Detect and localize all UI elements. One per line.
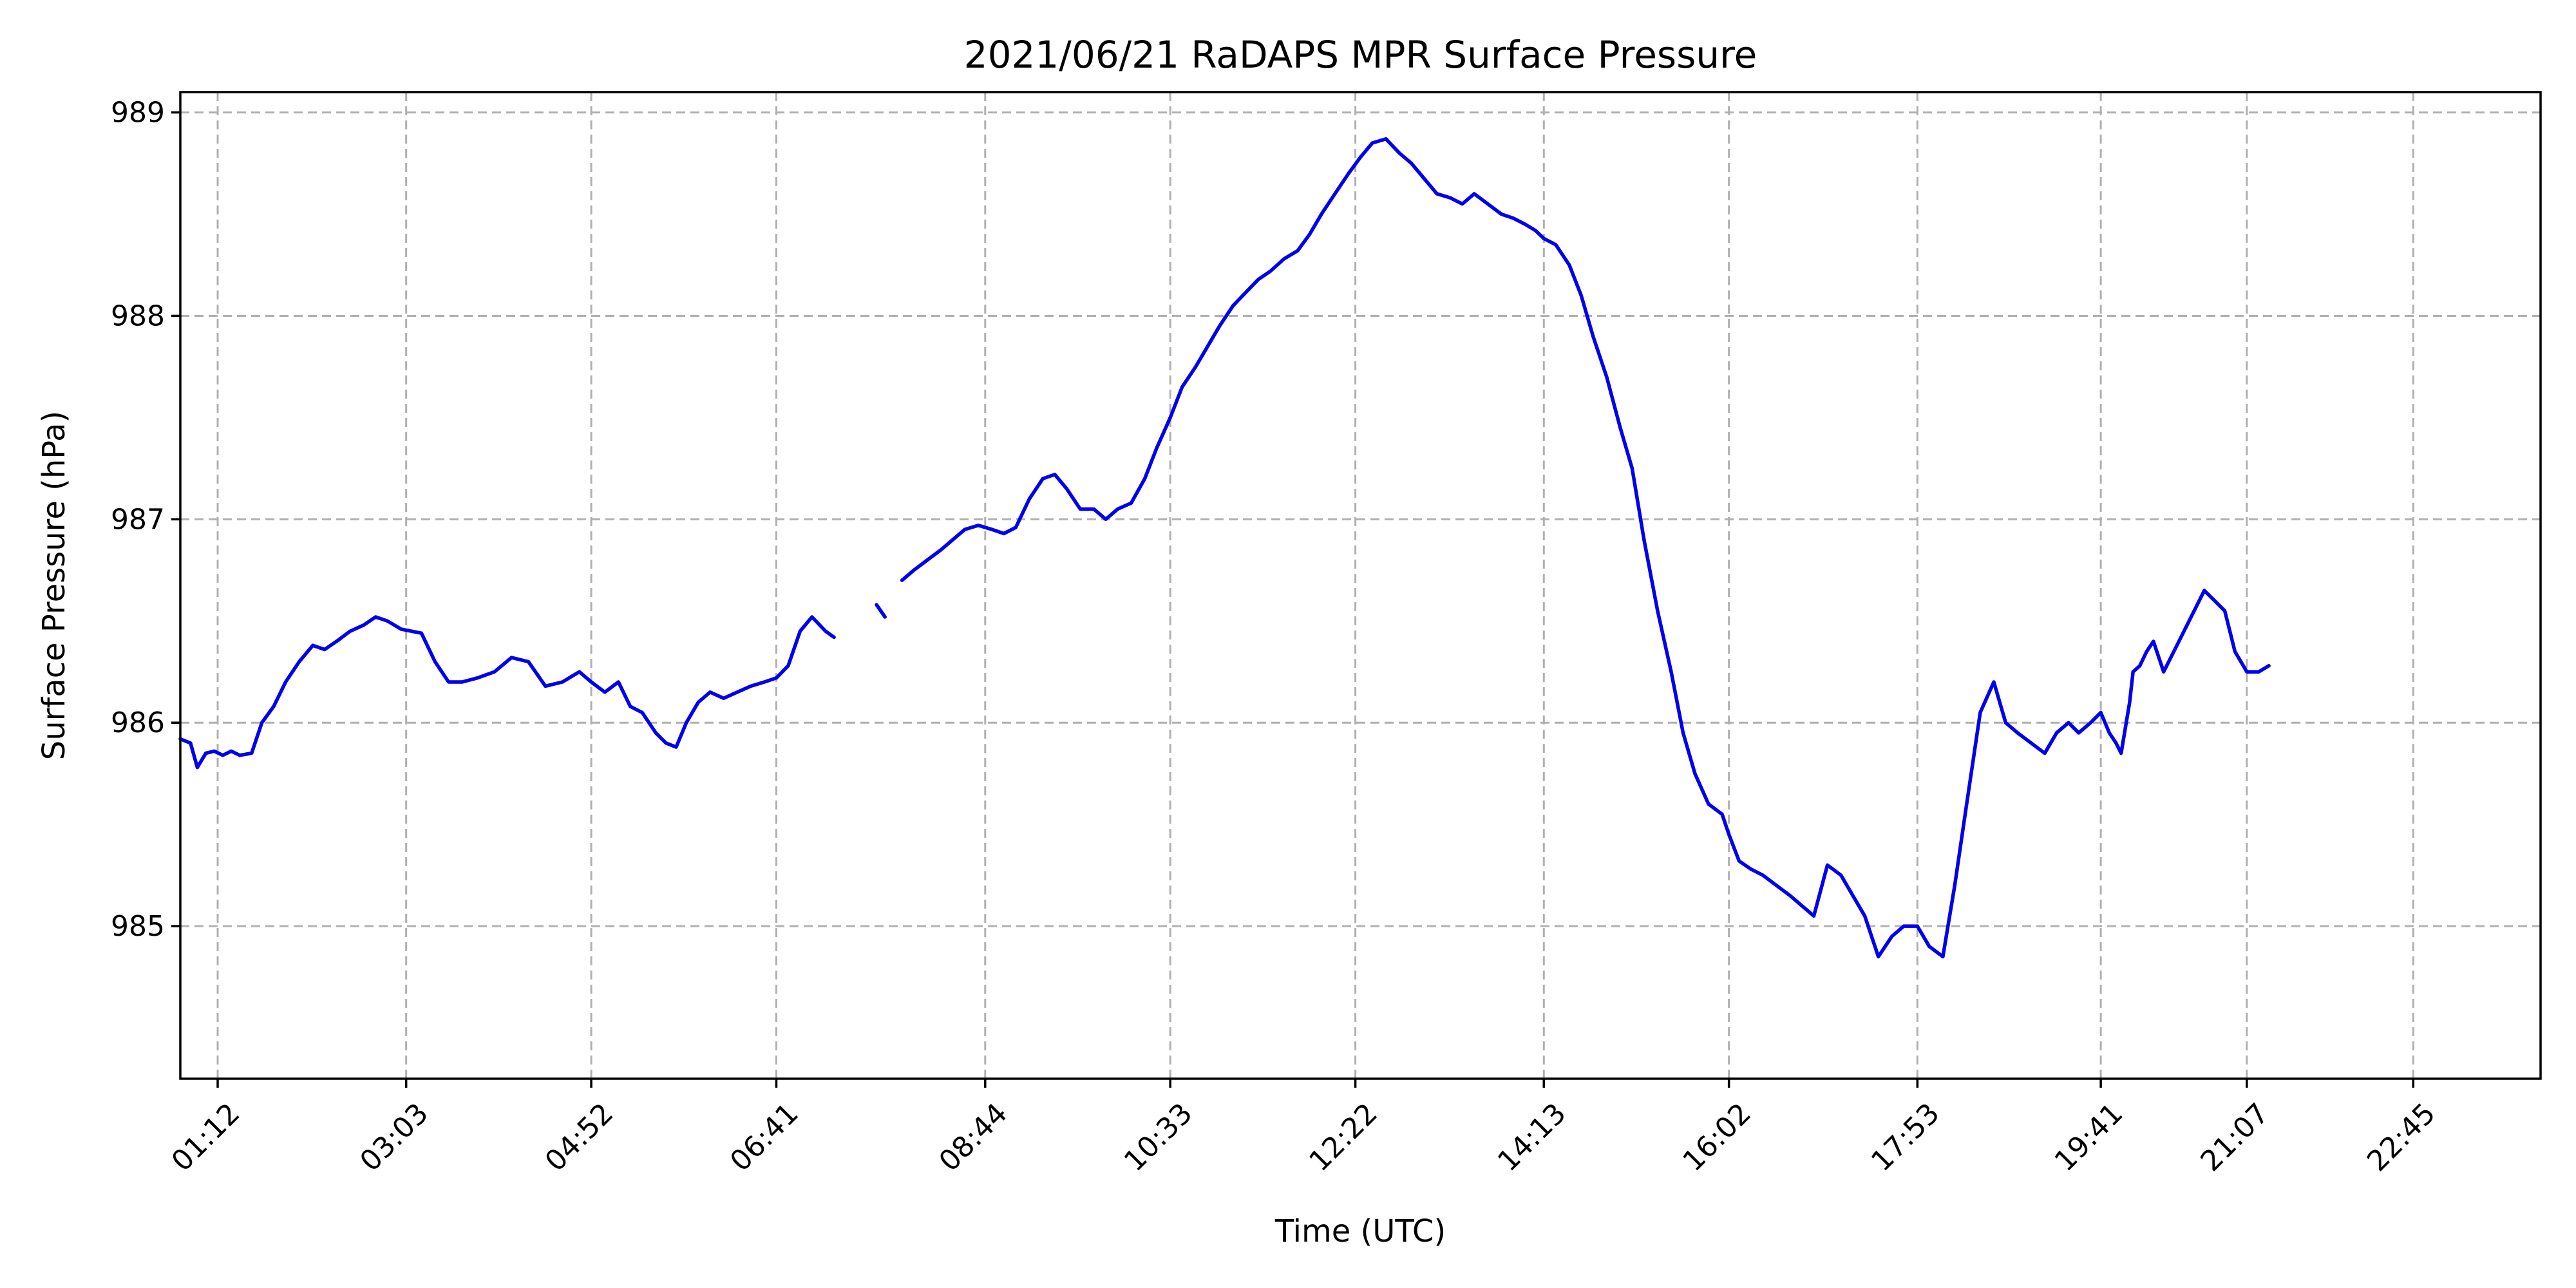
series-line-segment	[900, 137, 2271, 959]
x-tick-label: 22:45	[2361, 1097, 2442, 1178]
x-tick-label: 19:41	[2049, 1097, 2130, 1178]
x-tick-label: 21:07	[2195, 1097, 2276, 1178]
x-tick-label: 06:41	[724, 1097, 805, 1178]
x-tick-label: 03:03	[354, 1097, 435, 1178]
plot-frame	[179, 91, 2542, 1080]
x-tick-label: 01:12	[166, 1097, 247, 1178]
series-line-segment	[875, 603, 887, 619]
x-tick-label: 12:22	[1303, 1097, 1384, 1178]
grid-layer	[180, 92, 2541, 1079]
x-tick-label: 10:33	[1118, 1097, 1199, 1178]
chart-title: 2021/06/21 RaDAPS MPR Surface Pressure	[964, 33, 1757, 77]
y-axis-title: Surface Pressure (hPa)	[36, 411, 72, 760]
x-tick-label: 08:44	[933, 1097, 1014, 1178]
series-line-segment	[178, 615, 836, 770]
series-layer	[178, 137, 2271, 959]
y-tick-label: 985	[111, 910, 165, 943]
x-axis-title: Time (UTC)	[1274, 1213, 1446, 1249]
y-tick-label: 987	[111, 503, 165, 536]
y-tick-label: 988	[111, 299, 165, 332]
x-tick-label: 17:53	[1865, 1097, 1946, 1178]
y-tick-label: 986	[111, 706, 165, 739]
y-tick-label: 989	[111, 97, 165, 129]
x-tick-label: 04:52	[539, 1097, 620, 1178]
x-tick-label: 16:02	[1676, 1097, 1757, 1178]
x-tick-label: 14:13	[1492, 1097, 1573, 1178]
tick-layer: 985 986 987 988 989 01:12 03:03 04:52 06:41 08:44…	[111, 97, 2442, 1178]
